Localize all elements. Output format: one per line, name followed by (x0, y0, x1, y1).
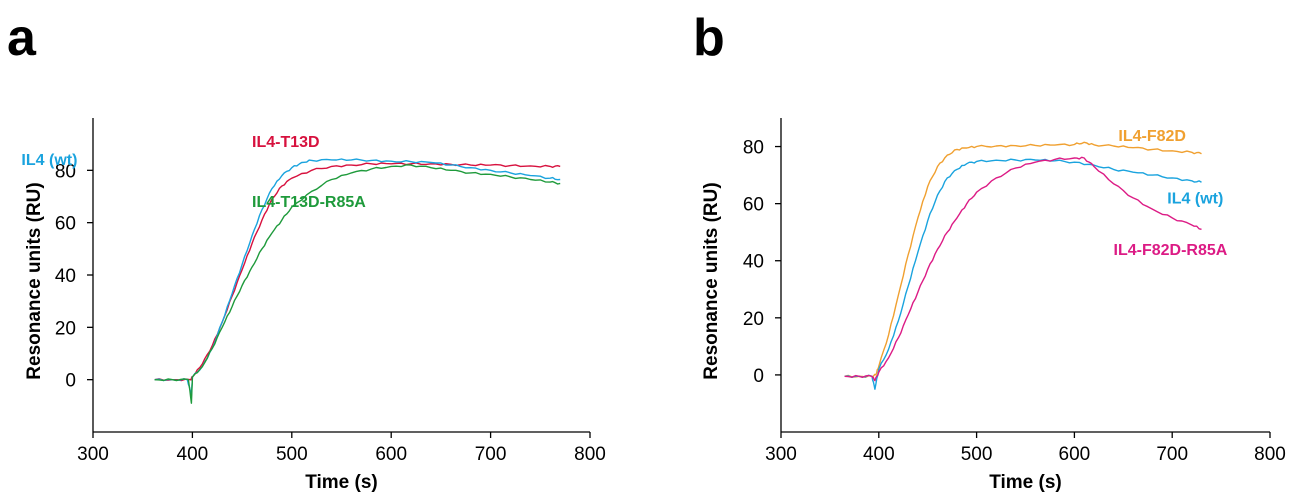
panel-letter: b (693, 9, 725, 67)
y-tick-label: 20 (743, 309, 764, 330)
x-tick-label: 300 (77, 444, 109, 465)
series-label-il4-wt: IL4 (wt) (1167, 191, 1223, 208)
series-label-il4-f82d: IL4-F82D (1118, 128, 1186, 145)
x-tick-label: 700 (475, 444, 507, 465)
series-label-il4-f82d-r85a: IL4-F82D-R85A (1114, 242, 1228, 259)
series-line-il4-t13d-r85a (154, 164, 561, 404)
x-tick-label: 300 (765, 444, 797, 465)
y-axis-title: Resonance units (RU) (24, 182, 45, 379)
y-tick-label: 40 (743, 252, 764, 273)
series-label-il4-t13d-r85a: IL4-T13D-R85A (252, 194, 366, 211)
x-tick-label: 500 (961, 444, 993, 465)
series-label-il4-t13d: IL4-T13D (252, 134, 320, 151)
x-tick-label: 400 (177, 444, 209, 465)
x-tick-label: 700 (1156, 444, 1188, 465)
series-label-il4-wt: IL4 (wt) (21, 152, 77, 169)
series-line-il4-f82d-r85a (844, 156, 1202, 382)
y-tick-label: 0 (753, 366, 764, 387)
x-tick-label: 600 (375, 444, 407, 465)
panel-b: b 300 400 500 600 700 800 0 20 40 60 80 Time (s) Reso… (693, 9, 1286, 493)
series-line-il4-t13d (154, 162, 561, 382)
x-axis-title: Time (s) (989, 472, 1062, 493)
x-tick-label: 800 (1254, 444, 1286, 465)
y-tick-label: 60 (55, 214, 76, 235)
y-tick-label: 80 (55, 161, 76, 182)
x-tick-label: 400 (863, 444, 895, 465)
y-axis-title: Resonance units (RU) (701, 182, 722, 379)
y-tick-label: 20 (55, 318, 76, 339)
panel-a: a 300 400 500 600 700 800 0 20 40 60 80 Time (s) Reso… (7, 9, 606, 493)
x-axis-title: Time (s) (305, 472, 378, 493)
y-tick-label: 60 (743, 195, 764, 216)
y-tick-label: 80 (743, 138, 764, 159)
series-line-il4-f82d (844, 141, 1202, 378)
x-tick-label: 800 (574, 444, 606, 465)
x-tick-label: 600 (1059, 444, 1091, 465)
panel-letter: a (7, 9, 37, 67)
series-line-il4-wt (844, 158, 1202, 390)
y-tick-label: 40 (55, 266, 76, 287)
x-tick-label: 500 (276, 444, 308, 465)
y-tick-label: 0 (65, 371, 76, 392)
